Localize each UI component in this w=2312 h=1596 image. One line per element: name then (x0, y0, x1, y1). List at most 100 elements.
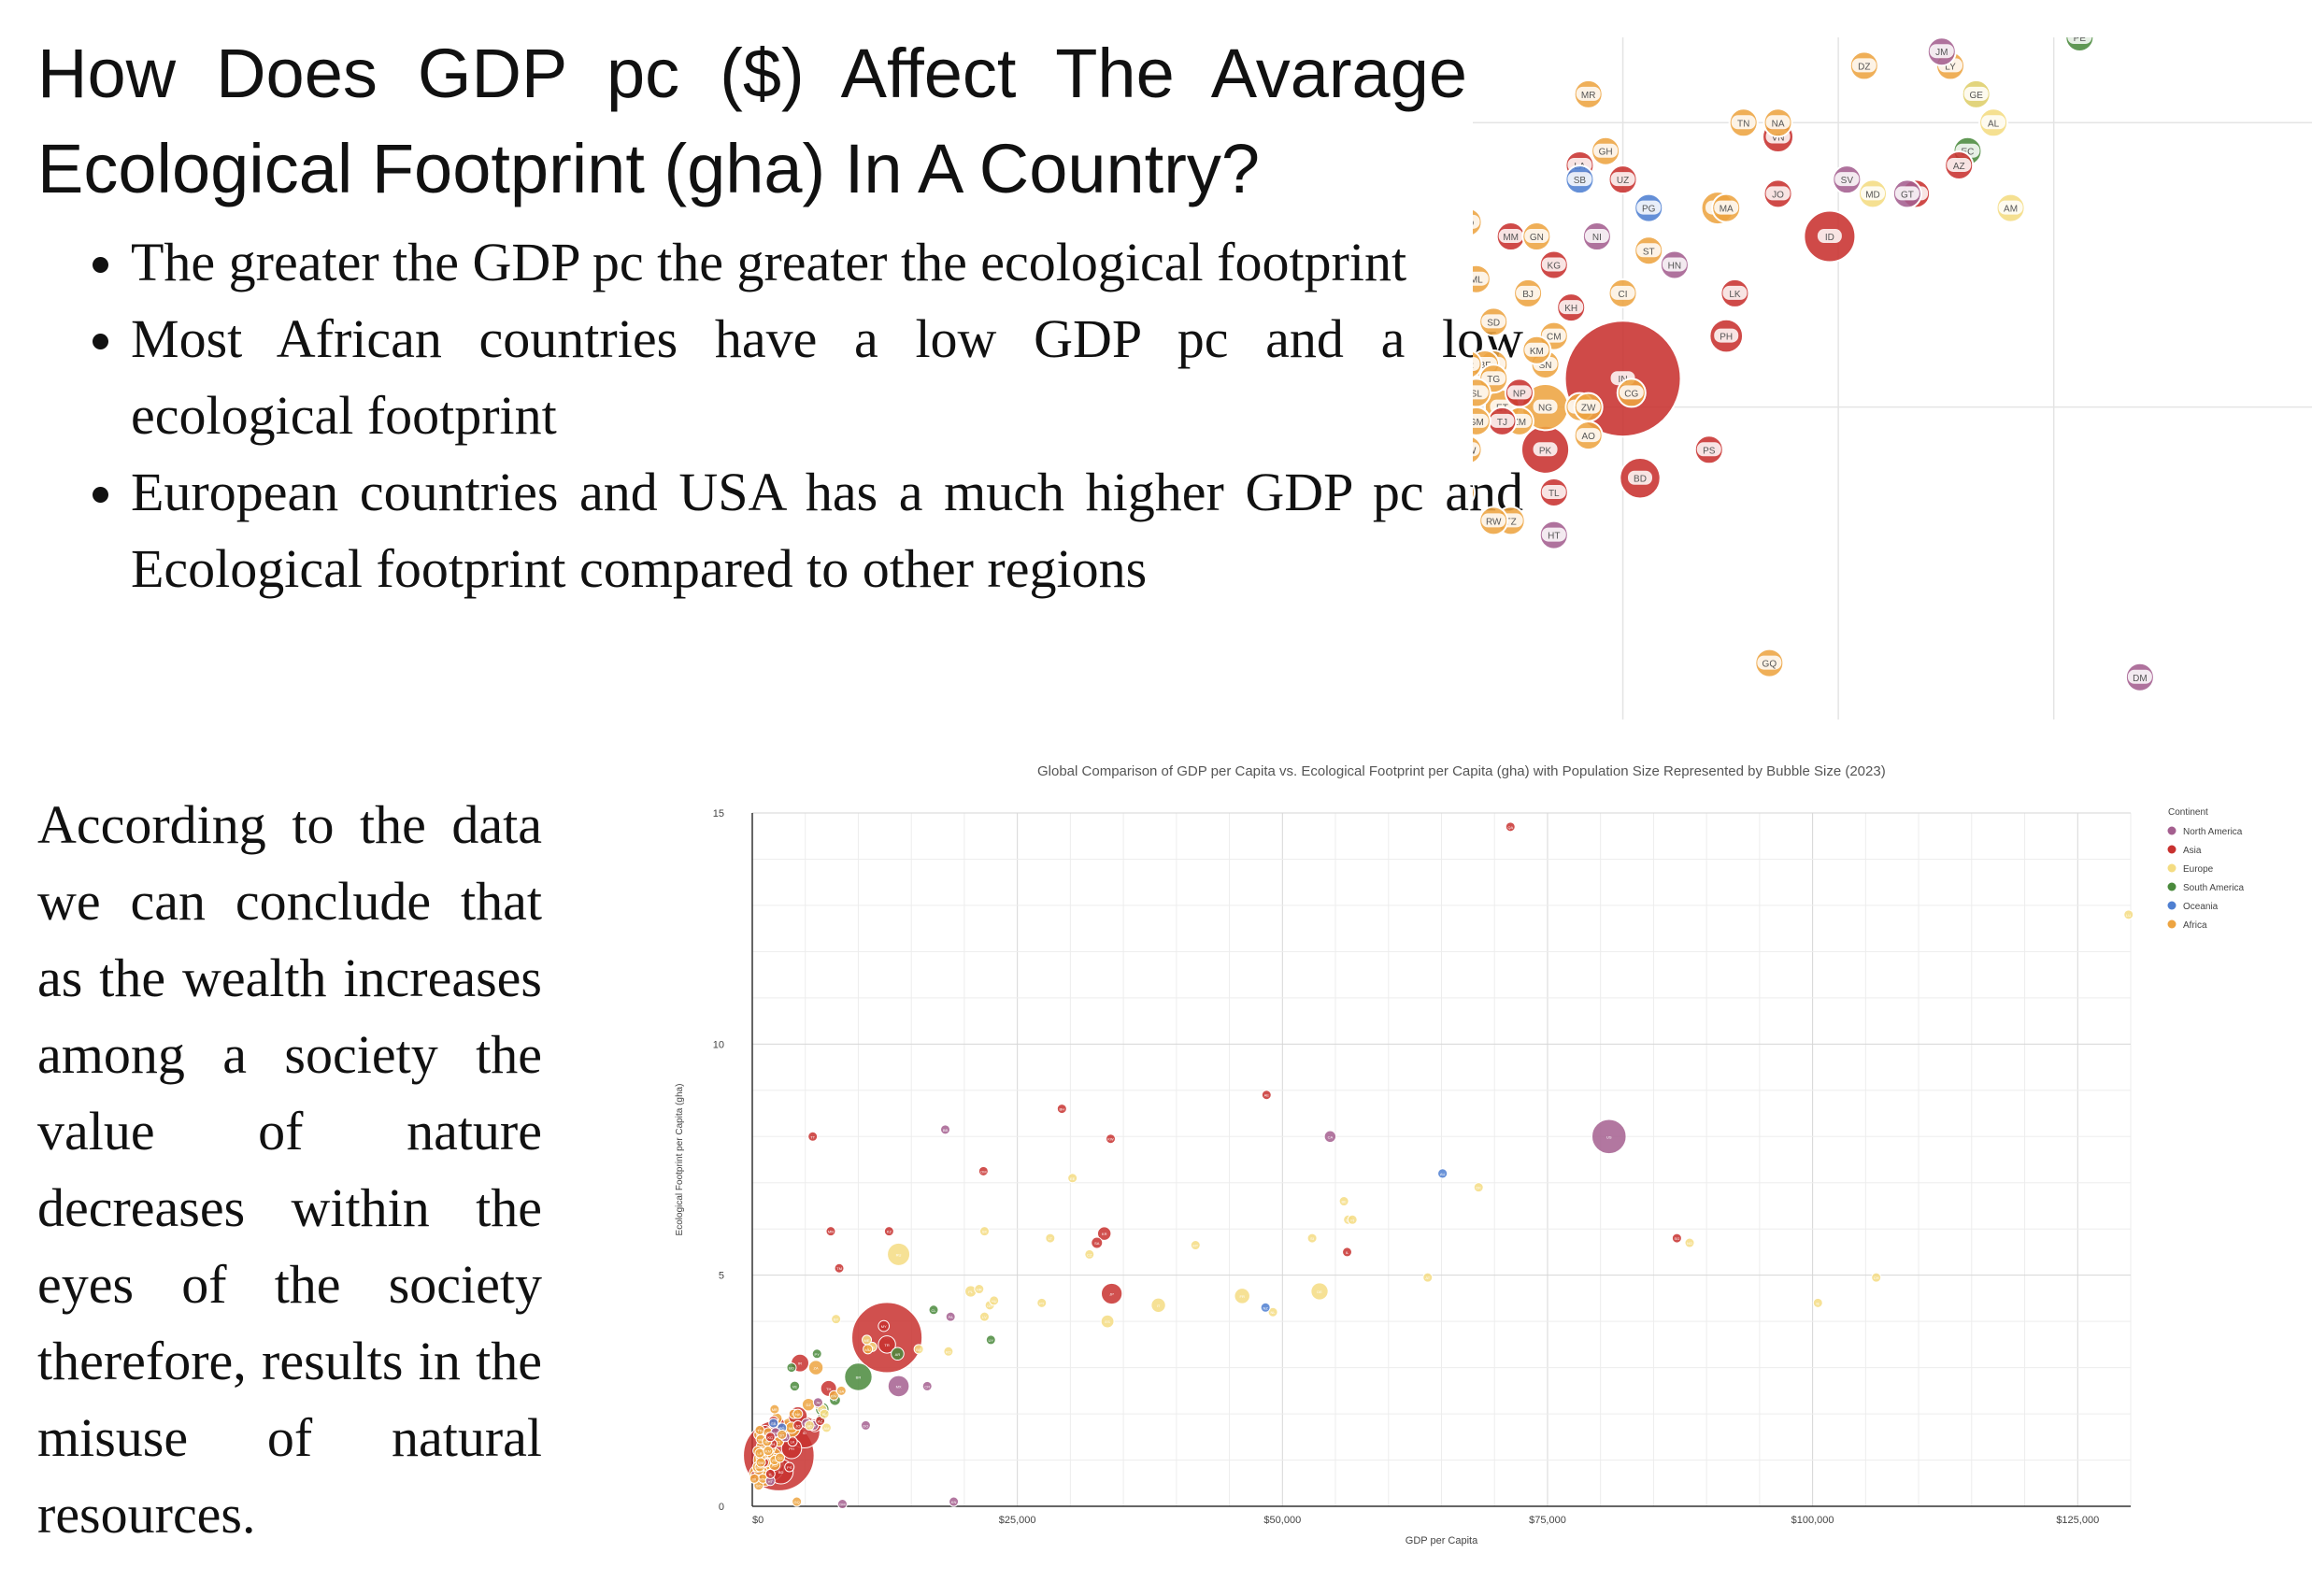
x-axis-label: GDP per Capita (1406, 1535, 1478, 1546)
data-point: DO (860, 1419, 871, 1431)
bubble-label: AU (1440, 1172, 1446, 1176)
bubble-label: MY (881, 1324, 887, 1329)
zoom-bubble-label: LY (1945, 62, 1956, 72)
zoom-data-point: MR (1573, 78, 1604, 109)
data-point: LV (978, 1311, 990, 1322)
bubble-label: NZ (1263, 1305, 1268, 1310)
data-point: GA (835, 1385, 847, 1396)
legend-entry: North America (2183, 827, 2243, 837)
data-point: CZ (1084, 1248, 1095, 1260)
bubble-label: UY (989, 1338, 994, 1343)
data-point: AM (821, 1422, 832, 1433)
bubble-label: FI (1350, 1218, 1354, 1222)
bubble-py (811, 1348, 822, 1360)
zoom-data-point: SV (1832, 164, 1862, 195)
bubble-label: MN (828, 1230, 834, 1234)
zoom-data-point: SD (1478, 306, 1509, 337)
zoom-bubble-label: PG (1642, 205, 1656, 215)
bubble-label: DZ (806, 1403, 811, 1407)
data-point: CL (928, 1304, 939, 1316)
zoom-data-point: AL (1978, 107, 2009, 138)
data-point: AL (819, 1408, 830, 1419)
zoom-bubble-label: VN (1772, 134, 1785, 144)
bubble-label: KW (1107, 1137, 1114, 1142)
zoom-data-point: TL (1538, 477, 1569, 507)
zoom-bubble-label: KM (1530, 347, 1544, 357)
bubble-kn (949, 1496, 960, 1507)
zoom-data-point: AM (1995, 192, 2026, 223)
zoom-label-pill (1524, 342, 1549, 357)
zoom-bubble-label: DZ (1858, 62, 1870, 72)
bubble-label: TT (810, 1134, 815, 1139)
bubble-label: AL (822, 1412, 828, 1417)
bubble-label: JO (795, 1423, 800, 1428)
data-point: BO (786, 1362, 797, 1374)
data-point: BY (831, 1314, 842, 1325)
data-point: PS (784, 1461, 795, 1473)
zoom-bubble-label: CG (1624, 389, 1638, 399)
zoom-label-pill (1998, 200, 2023, 215)
zoom-bubble-label: PK (1539, 446, 1552, 456)
data-point: KR (1096, 1226, 1112, 1241)
zoom-label-pill (1506, 385, 1532, 400)
x-tick-label: $0 (752, 1515, 764, 1526)
bubble-label: KR (1102, 1232, 1107, 1236)
bubble-label: EE (1070, 1176, 1076, 1181)
bubble-us (1591, 1119, 1627, 1155)
zoom-label-pill (1696, 442, 1721, 457)
bubble-ps (784, 1461, 795, 1473)
bubble-label: IL (1346, 1250, 1349, 1255)
bubble-bi (749, 1473, 760, 1484)
zoom-data-point: LR (1473, 349, 1483, 379)
bubble-label: KZ (887, 1230, 892, 1234)
data-point: LT (1045, 1233, 1056, 1244)
bubble-label: KH (770, 1442, 776, 1446)
zoom-label-pill (1576, 428, 1601, 443)
zoom-label-pill (1576, 86, 1601, 101)
bubble-label: BJ (765, 1440, 770, 1445)
zoom-bubble-label: CM (1547, 333, 1562, 343)
zoom-bubble-label: SD (1487, 318, 1500, 328)
zoom-label-pill (1714, 328, 1739, 343)
bubble-label: BH (1060, 1107, 1065, 1112)
data-point: GQ (792, 1496, 803, 1507)
bubble-kr (1096, 1226, 1112, 1241)
bubble-fi (1347, 1214, 1358, 1225)
data-point: MX (887, 1375, 910, 1398)
bubble-ro (943, 1346, 954, 1357)
legend-title: Continent (2168, 807, 2208, 818)
zoom-bubble-label: RW (1486, 517, 1502, 527)
bubble-label: PA (949, 1315, 953, 1319)
zoom-bubble-label: TD (1473, 219, 1474, 229)
zoom-data-point: GN (1521, 221, 1552, 252)
zoom-bubble-label: NP (1513, 389, 1526, 399)
legend-entry: Africa (2183, 920, 2207, 931)
data-point: LR (754, 1447, 765, 1459)
bubble-label: ST (779, 1432, 785, 1437)
zoom-label-pill (1722, 285, 1748, 300)
bubble-label: BE (1341, 1200, 1347, 1204)
zoom-bubble-label: ID (1825, 233, 1834, 243)
data-point: IL (1342, 1247, 1353, 1258)
zoom-bubble-label: ML (1473, 276, 1483, 286)
bubble-label: SO (756, 1484, 762, 1489)
bubble-nz (1260, 1302, 1271, 1313)
bubble-ee (1067, 1173, 1078, 1184)
zoom-label-pill (2067, 37, 2092, 44)
bubble-label: AR (895, 1352, 901, 1357)
bubble-qa (1505, 821, 1516, 833)
data-point: AE (1261, 1090, 1272, 1101)
data-point: BE (1338, 1196, 1349, 1207)
data-point: ES (1100, 1314, 1115, 1329)
zoom-label-pill (1524, 229, 1549, 244)
x-tick-label: $25,000 (999, 1515, 1036, 1526)
zoom-label-pill (1481, 371, 1506, 386)
data-point: FI (1347, 1214, 1358, 1225)
zoom-data-points: INIDPKNGBDETPHEGCDVNTHTZKEMMCOUGSDDZIQAF… (1473, 37, 2155, 692)
zoom-data-point: GT (1891, 178, 1922, 209)
zoom-data-point: SB (1564, 164, 1595, 195)
zoom-bubble-label: NG (1538, 404, 1552, 414)
zoom-data-point: PE (2064, 37, 2095, 52)
bubble-dk (1473, 1182, 1484, 1193)
bubble-br (844, 1362, 873, 1391)
